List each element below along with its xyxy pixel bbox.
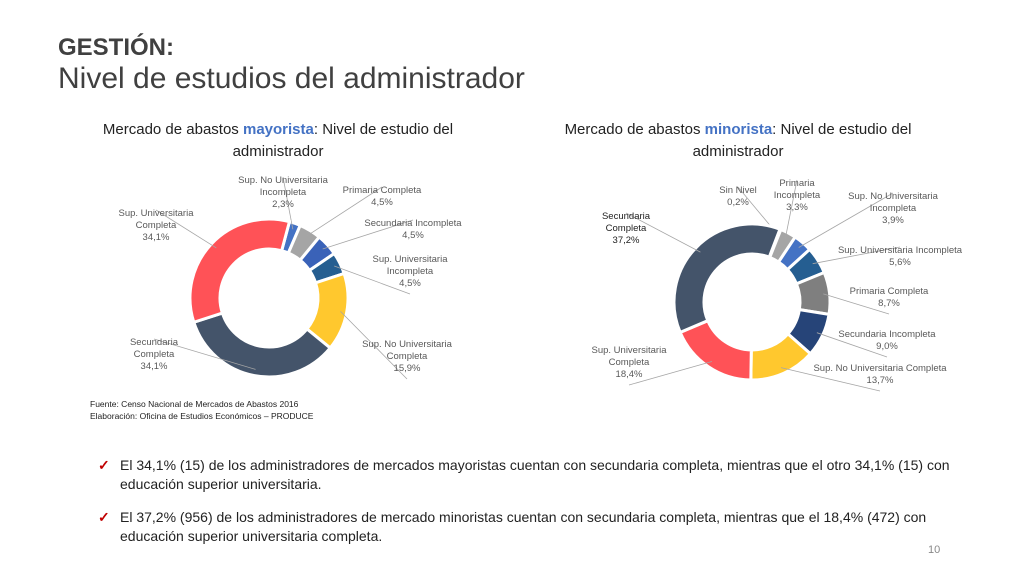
chart-title-prefix: Mercado de abastos: [102, 121, 243, 138]
page-number: 10: [928, 544, 941, 556]
chart-title-mayorista: Mercado de abastos mayorista: Nivel de e…: [88, 119, 468, 163]
leader-line: [334, 265, 411, 295]
leader-line: [823, 293, 890, 315]
slice-label-line: Sup. Universitaria: [373, 254, 449, 265]
slice-label-line: Completa: [136, 220, 177, 231]
chart-title-suffix: : Nivel de estudio del administrador: [692, 121, 912, 160]
leader-line: [798, 192, 894, 248]
leader-line: [625, 212, 701, 253]
slice-label-sup-no-universitaria-completa: Sup. No Universitaria Completa 13,7%: [813, 363, 947, 386]
slice-value-label: 5,6%: [889, 257, 911, 268]
slice-value-label: 15,9%: [394, 363, 421, 374]
slice-label-line: Primaria: [779, 178, 815, 189]
chart-title-suffix: : Nivel de estudio del administrador: [232, 121, 454, 160]
checkmark-icon: ✓: [98, 509, 110, 525]
slice-label-secundaria-completa: Secundaria Completa 37,2%: [602, 211, 651, 246]
slice-label-line: Secundaria: [602, 211, 651, 222]
slice-label-line: Completa: [606, 223, 647, 234]
chart-title-highlight: minorista: [704, 121, 773, 138]
slice-value-label: 34,1%: [141, 361, 168, 372]
bullet-text: El 34,1% (15) de los administradores de …: [120, 457, 950, 492]
slice-label-line: Completa: [134, 349, 175, 360]
slice-value-label: 3,3%: [786, 202, 808, 213]
slice-label-primaria-completa: Primaria Completa 4,5%: [343, 185, 422, 208]
donut-chart-1: Sup. No Universitaria Incompleta 2,3%Prima…: [119, 175, 462, 380]
slice-label-line: Sup. No Universitaria Completa: [813, 363, 947, 374]
source-note: Fuente: Censo Nacional de Mercados de Ab…: [90, 398, 313, 422]
slice-label-line: Secundaria: [130, 337, 179, 348]
leader-line: [628, 361, 713, 386]
slice-label-line: Incompleta: [870, 203, 917, 214]
credit-line: Elaboración: Oficina de Estudios Económi…: [90, 411, 314, 421]
bullet-list: ✓ El 34,1% (15) de los administradores d…: [96, 456, 976, 560]
slice-label-secundaria-incompleta: Secundaria Incompleta 4,5%: [364, 218, 462, 241]
chart-title-minorista: Mercado de abastos minorista: Nivel de e…: [548, 119, 928, 163]
bullet-item: ✓ El 34,1% (15) de los administradores d…: [96, 456, 976, 494]
slice-label-line: Sup. No Universitaria: [238, 175, 328, 186]
slice-label-sup-no-universitaria-incompleta: Sup. No Universitaria Incompleta 2,3%: [238, 175, 328, 210]
slice-value-label: 0,2%: [727, 197, 749, 208]
slice-label-line: Sup. No Universitaria: [362, 339, 452, 350]
leader-line: [812, 246, 901, 265]
leader-line: [816, 332, 888, 358]
slice-value-label: 4,5%: [402, 230, 424, 241]
slice-label-sin-nivel: Sin Nivel 0,2%: [719, 185, 757, 208]
slice-value-label: 13,7%: [867, 375, 894, 386]
donut-chart-2: Sin Nivel 0,2%Primaria Incompleta 3,3%Sup. …: [592, 178, 963, 392]
slice-label-line: Sup. No Universitaria: [848, 191, 938, 202]
slice-label-sup-universitaria-incompleta: Sup. Universitaria Incompleta 4,5%: [373, 254, 449, 289]
slice-value-label: 8,7%: [878, 298, 900, 309]
slice-label-secundaria-completa: Secundaria Completa 34,1%: [130, 337, 179, 372]
bullet-text: El 37,2% (956) de los administradores de…: [120, 509, 927, 544]
slice-label-primaria-completa: Primaria Completa 8,7%: [850, 286, 929, 309]
leader-line: [784, 179, 798, 239]
slice-label-line: Sup. Universitaria: [119, 208, 195, 219]
bullet-item: ✓ El 37,2% (956) de los administradores …: [96, 508, 976, 546]
donut-slice-secundaria-completa: [672, 222, 782, 335]
source-line: Fuente: Censo Nacional de Mercados de Ab…: [90, 399, 299, 409]
slice-label-line: Incompleta: [260, 187, 307, 198]
slice-label-primaria-incompleta: Primaria Incompleta 3,3%: [774, 178, 821, 213]
slice-value-label: 3,9%: [882, 215, 904, 226]
donut-slice-sup-universitaria-completa: [188, 217, 292, 325]
leader-line: [340, 311, 408, 380]
leader-line: [153, 338, 256, 370]
slice-label-line: Secundaria Incompleta: [364, 218, 462, 229]
slice-value-label: 18,4%: [616, 369, 643, 380]
slice-value-label: 4,5%: [371, 197, 393, 208]
slice-label-line: Sup. Universitaria Incompleta: [838, 245, 963, 256]
chart-title-prefix: Mercado de abastos: [564, 121, 705, 138]
slice-label-sup-universitaria-completa: Sup. Universitaria Completa 34,1%: [119, 208, 195, 243]
slice-label-sup-no-universitaria-incompleta: Sup. No Universitaria Incompleta 3,9%: [848, 191, 938, 226]
slice-label-line: Secundaria Incompleta: [838, 329, 936, 340]
slice-label-secundaria-incompleta: Secundaria Incompleta 9,0%: [838, 329, 936, 352]
donut-slice-sup-universitaria-completa: [678, 318, 753, 382]
slice-label-line: Incompleta: [774, 190, 821, 201]
leader-line: [306, 186, 383, 237]
slice-label-line: Completa: [387, 351, 428, 362]
slice-value-label: 34,1%: [143, 232, 170, 243]
chart-title-highlight: mayorista: [242, 121, 314, 138]
slice-value-label: 4,5%: [399, 278, 421, 289]
slice-value-label: 37,2%: [613, 235, 640, 246]
slice-label-line: Primaria Completa: [850, 286, 929, 297]
slice-label-line: Sup. Universitaria: [592, 345, 668, 356]
slice-label-sup-universitaria-completa: Sup. Universitaria Completa 18,4%: [592, 345, 668, 380]
leader-line: [322, 219, 414, 250]
slice-label-line: Primaria Completa: [343, 185, 422, 196]
checkmark-icon: ✓: [98, 457, 110, 473]
slice-value-label: 9,0%: [876, 341, 898, 352]
slice-label-sup-no-universitaria-completa: Sup. No Universitaria Completa 15,9%: [362, 339, 452, 374]
slice-value-label: 2,3%: [272, 199, 294, 210]
slice-label-sup-universitaria-incompleta: Sup. Universitaria Incompleta 5,6%: [838, 245, 963, 268]
leader-line: [155, 209, 217, 249]
slice-label-line: Incompleta: [387, 266, 434, 277]
leader-line: [780, 367, 881, 392]
slice-label-line: Sin Nivel: [719, 185, 757, 196]
slide-title: Nivel de estudios del administrador: [58, 62, 525, 95]
slide-title-label: GESTIÓN:: [58, 34, 175, 61]
slice-label-line: Completa: [609, 357, 650, 368]
